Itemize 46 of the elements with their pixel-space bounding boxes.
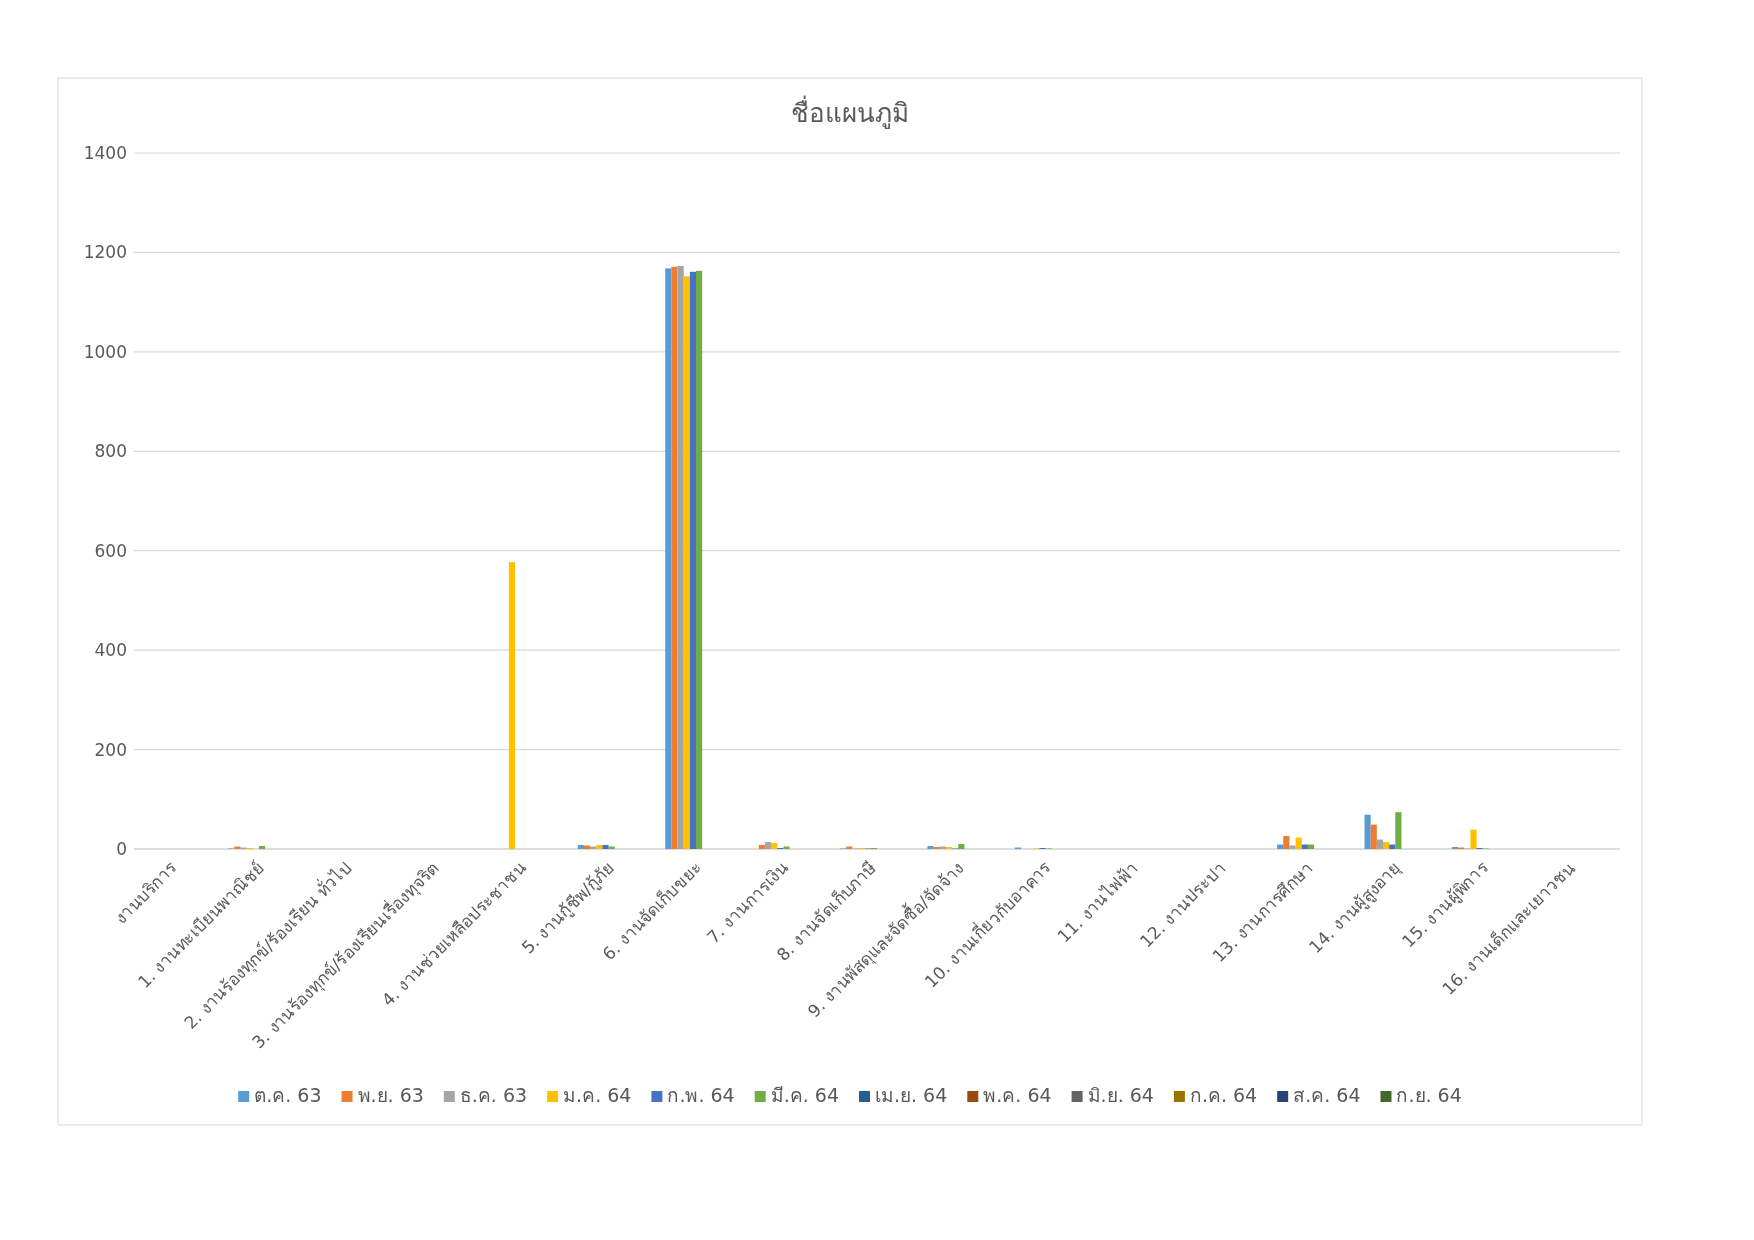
bar — [665, 268, 672, 849]
y-tick-label: 600 — [94, 540, 127, 561]
bar — [689, 271, 697, 849]
legend-label: มิ.ย. 64 — [1087, 1084, 1154, 1106]
legend-label: ธ.ค. 63 — [459, 1084, 528, 1106]
bar — [671, 266, 678, 849]
y-tick-label: 200 — [94, 739, 127, 760]
bar — [1370, 824, 1377, 849]
bar — [1289, 845, 1296, 849]
legend-label: พ.ค. 64 — [983, 1084, 1052, 1106]
legend-label: ก.พ. 64 — [667, 1084, 735, 1106]
bar — [258, 846, 266, 849]
y-tick-label: 0 — [116, 839, 127, 859]
bar — [602, 845, 609, 849]
y-tick-label: 1000 — [83, 341, 127, 362]
legend-label: ก.ย. 64 — [1396, 1084, 1462, 1106]
y-tick-label: 800 — [94, 441, 127, 462]
y-tick-label: 400 — [94, 640, 127, 661]
bar — [1376, 839, 1383, 849]
bar — [958, 844, 965, 849]
bar — [758, 845, 765, 849]
bar — [508, 562, 516, 849]
legend-label: ส.ค. 64 — [1293, 1084, 1361, 1106]
y-tick-label: 1400 — [83, 143, 127, 163]
bar — [1283, 836, 1290, 849]
legend-label: พ.ย. 63 — [357, 1084, 424, 1106]
bar — [1382, 842, 1390, 849]
legend-label: เม.ย. 64 — [875, 1084, 948, 1106]
y-tick-label: 1200 — [83, 242, 127, 263]
bar — [1295, 837, 1302, 849]
bar — [596, 845, 603, 849]
bar — [683, 276, 690, 849]
bar — [1470, 829, 1477, 849]
bar — [783, 846, 790, 849]
bar — [1395, 812, 1402, 849]
legend-label: ต.ค. 63 — [254, 1084, 322, 1106]
bar — [764, 842, 772, 849]
bar — [677, 265, 684, 849]
legend-label: มี.ค. 64 — [770, 1084, 839, 1106]
legend-label: ก.ค. 64 — [1189, 1084, 1258, 1106]
bar — [1364, 814, 1371, 849]
bar — [696, 270, 703, 849]
bar — [577, 845, 584, 849]
legend-label: ม.ค. 64 — [563, 1084, 632, 1106]
bar — [771, 843, 778, 849]
bar — [927, 846, 934, 849]
